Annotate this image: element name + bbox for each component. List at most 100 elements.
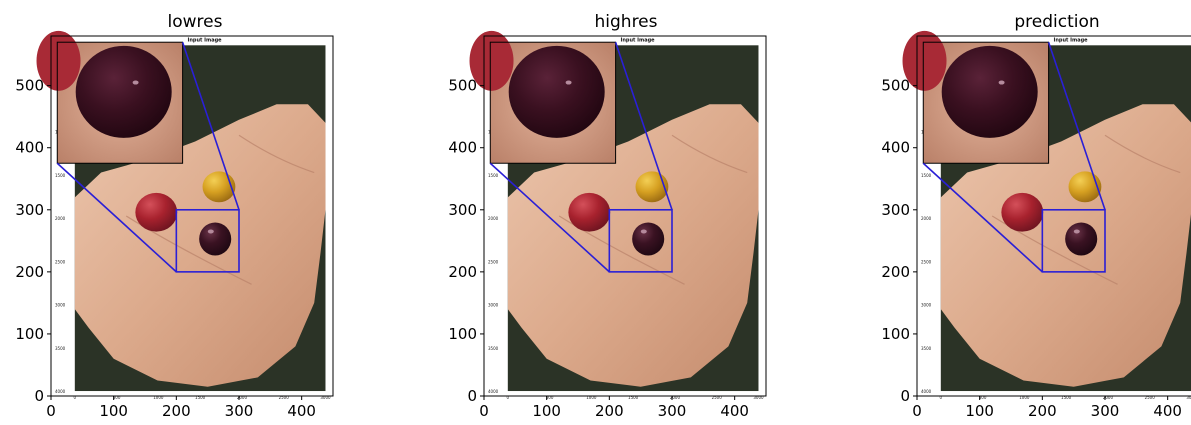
inset-dark-grape xyxy=(508,45,605,138)
zoom-inset xyxy=(36,30,184,164)
subplot-title: highres xyxy=(595,12,658,32)
embedded-ytick-label: 4000 xyxy=(488,389,499,394)
embedded-xtick-label: 0 xyxy=(74,395,77,400)
hand-crease xyxy=(238,134,315,174)
hand-crease xyxy=(1104,134,1181,174)
embedded-ytick-label: 2500 xyxy=(921,259,932,264)
x-tick-label: 200 xyxy=(595,402,624,420)
zoom-connector-line xyxy=(489,162,610,273)
embedded-ytick-label: 3500 xyxy=(488,346,499,351)
embedded-xtick-label: 1000 xyxy=(586,395,597,400)
grape-highlight xyxy=(1073,229,1080,234)
y-tick-label: 400 xyxy=(15,139,44,157)
y-tick-label: 200 xyxy=(448,263,477,281)
inset-border xyxy=(56,41,184,164)
y-tick-label: 500 xyxy=(881,77,910,95)
subplot-lowres: lowres0500100015002000250030003500400005… xyxy=(15,12,334,420)
y-tick-label: 400 xyxy=(448,139,477,157)
inset-red-grape xyxy=(36,30,81,91)
x-tick-label: 0 xyxy=(479,402,489,420)
subplot-highres: highres 0 500 1000 1500 2000 2500 3000 3500 4000 0… xyxy=(448,12,767,420)
embedded-xtick-label: 1500 xyxy=(1061,395,1072,400)
embedded-ytick-label: 4000 xyxy=(921,389,932,394)
zoom-connector-line xyxy=(922,162,1043,273)
zoom-connector-line xyxy=(56,162,177,273)
y-tick-label: 500 xyxy=(448,77,477,95)
embedded-ytick-label: 3000 xyxy=(488,303,499,308)
embedded-xtick-label: 0 xyxy=(507,395,510,400)
embedded-ytick-label: 3000 xyxy=(55,303,66,308)
embedded-ytick-label: 2000 xyxy=(488,216,499,221)
embedded-ytick-label: 2500 xyxy=(55,259,66,264)
zoom-box xyxy=(175,208,240,273)
hand-crease xyxy=(558,215,685,285)
red-grape xyxy=(1001,192,1044,232)
embedded-xtick-label: 500 xyxy=(546,395,554,400)
inset-dark-grape xyxy=(941,45,1038,138)
axes-frame xyxy=(50,35,334,397)
dark-grape xyxy=(1065,222,1098,256)
subplot-prediction: prediction050010001500200025003000350040… xyxy=(881,12,1191,420)
embedded-ytick-label: 1500 xyxy=(488,173,499,178)
y-tick-label: 0 xyxy=(900,387,910,405)
hand xyxy=(940,104,1191,387)
embedded-xtick-label: 2500 xyxy=(1145,395,1156,400)
embedded-xtick-label: 3000 xyxy=(753,395,764,400)
embedded-ytick-label: 1500 xyxy=(921,173,932,178)
inset-dark-grape xyxy=(75,45,172,138)
embedded-xtick-label: 500 xyxy=(979,395,987,400)
x-tick-label: 300 xyxy=(1091,402,1120,420)
x-tick-label: 200 xyxy=(162,402,191,420)
embedded-ytick-label: 2500 xyxy=(488,259,499,264)
embedded-xtick-label: 2500 xyxy=(712,395,723,400)
x-tick-label: 400 xyxy=(720,402,749,420)
embedded-ytick-label: 2000 xyxy=(55,216,66,221)
y-tick-label: 400 xyxy=(881,139,910,157)
y-tick-label: 200 xyxy=(15,263,44,281)
embedded-xtick-label: 2000 xyxy=(237,395,248,400)
embedded-xtick-label: 1500 xyxy=(195,395,206,400)
y-tick-label: 300 xyxy=(15,201,44,219)
x-tick-label: 400 xyxy=(1153,402,1182,420)
y-tick-label: 100 xyxy=(448,325,477,343)
y-tick-label: 100 xyxy=(15,325,44,343)
x-tick-label: 0 xyxy=(46,402,56,420)
yellow-grape xyxy=(635,171,669,203)
inset-grape-highlight xyxy=(565,80,572,85)
embedded-ytick-label: 4000 xyxy=(55,389,66,394)
y-tick-label: 200 xyxy=(881,263,910,281)
x-tick-label: 300 xyxy=(658,402,687,420)
embedded-xtick-label: 2500 xyxy=(279,395,290,400)
zoom-inset xyxy=(902,30,1050,164)
axes-frame xyxy=(916,35,1191,397)
embedded-ytick-label: 3500 xyxy=(921,346,932,351)
x-tick-label: 100 xyxy=(532,402,561,420)
zoom-connector-line xyxy=(181,41,240,211)
embedded-xtick-label: 500 xyxy=(113,395,121,400)
zoom-connector-line xyxy=(1047,41,1106,211)
embedded-xtick-label: 0 xyxy=(940,395,943,400)
y-tick-label: 300 xyxy=(881,201,910,219)
embedded-xtick-label: 1000 xyxy=(153,395,164,400)
embedded-xtick-label: 1000 xyxy=(1019,395,1030,400)
y-tick-label: 0 xyxy=(34,387,44,405)
x-tick-label: 100 xyxy=(965,402,994,420)
grape-highlight xyxy=(207,229,214,234)
embedded-ytick-label: 2000 xyxy=(921,216,932,221)
inset-grape-highlight xyxy=(132,80,139,85)
embedded-xtick-label: 2000 xyxy=(670,395,681,400)
embedded-ytick-label: 1500 xyxy=(55,173,66,178)
embedded-xtick-label: 3000 xyxy=(320,395,331,400)
embedded-image-title: Input Image xyxy=(187,38,222,44)
inset-red-grape xyxy=(469,30,514,91)
zoom-box xyxy=(1041,208,1106,273)
zoom-inset xyxy=(469,30,617,164)
hand-crease xyxy=(125,215,252,285)
x-tick-label: 300 xyxy=(225,402,254,420)
red-grape xyxy=(135,192,178,232)
embedded-xtick-label: 2000 xyxy=(1103,395,1114,400)
embedded-ytick-label: 3000 xyxy=(921,303,932,308)
y-tick-label: 300 xyxy=(448,201,477,219)
axes-frame xyxy=(483,35,767,397)
inset-border xyxy=(922,41,1050,164)
